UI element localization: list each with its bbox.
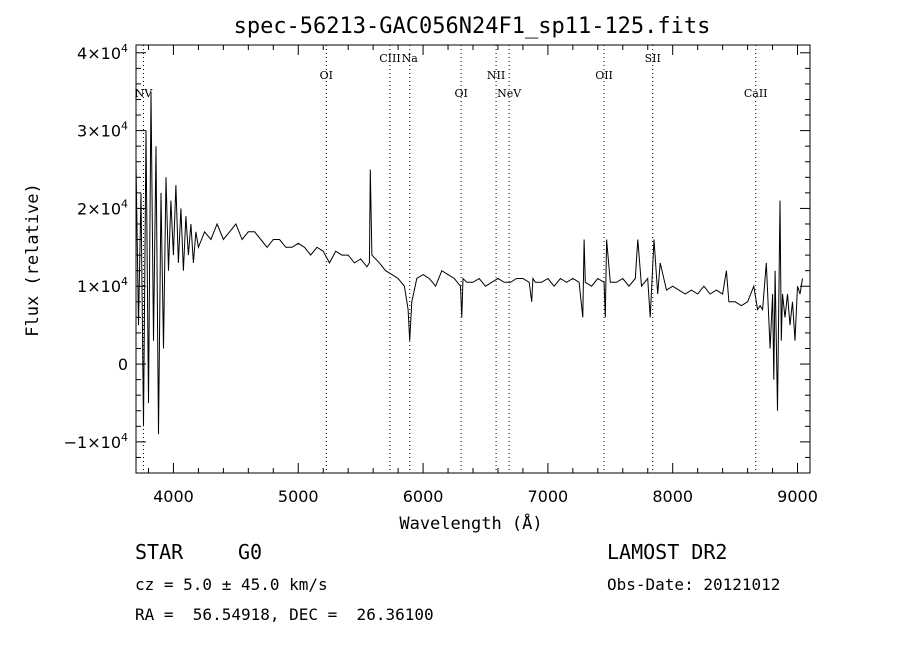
line-label-5: NII — [487, 69, 505, 82]
x-tick-label: 6000 — [403, 487, 444, 506]
y-tick-exponent: 4 — [121, 275, 128, 288]
plot-frame — [135, 44, 811, 474]
redshift-velocity: cz = 5.0 ± 45.0 km/s — [135, 575, 328, 594]
line-label-4: OI — [454, 87, 467, 100]
x-axis-label: Wavelength (Å) — [399, 512, 542, 534]
survey-name: LAMOST DR2 — [607, 540, 728, 564]
object-subclass: G0 — [238, 540, 263, 564]
y-tick-mantissa: 4×10 — [77, 44, 121, 63]
x-tick-label: 7000 — [528, 487, 569, 506]
line-label-2: CIII — [379, 52, 400, 65]
line-label-6: NeV — [497, 87, 522, 100]
y-tick-exponent: 4 — [121, 431, 128, 444]
x-tick-label: 8000 — [652, 487, 693, 506]
flux-series-line — [135, 91, 803, 435]
object-class: STAR — [135, 540, 184, 564]
y-axis-label: Flux (relative) — [23, 183, 43, 337]
y-tick-label: −1×104 — [64, 431, 128, 452]
y-tick-exponent: 4 — [121, 42, 128, 55]
y-tick-mantissa: 3×10 — [77, 122, 121, 141]
line-label-7: OII — [595, 69, 613, 82]
y-tick-exponent: 4 — [121, 197, 128, 210]
x-axis: 4000 5000 6000 7000 8000 9000 — [147, 45, 818, 506]
line-label-8: SII — [645, 52, 661, 65]
x-tick-label: 4000 — [153, 487, 194, 506]
y-tick-mantissa: −1×10 — [64, 433, 121, 452]
y-tick-mantissa: 1×10 — [77, 277, 121, 296]
y-tick-label: 0 — [118, 355, 128, 374]
y-tick-exponent: 4 — [121, 120, 128, 133]
y-tick-label: 2×104 — [77, 197, 128, 218]
line-label-3: Na — [402, 52, 419, 65]
observation-date: Obs-Date: 20121012 — [607, 575, 781, 594]
ra-dec-coordinates: RA = 56.54918, DEC = 26.36100 — [135, 605, 434, 624]
x-tick-label: 9000 — [777, 487, 818, 506]
line-label-9: CaII — [744, 87, 768, 100]
y-tick-label: 1×104 — [77, 275, 128, 296]
y-tick-mantissa: 0 — [118, 355, 128, 374]
y-tick-mantissa: 2×10 — [77, 199, 121, 218]
emission-line-markers: NV OI CIII Na OI NII NeV OII SII CaII — [135, 45, 768, 473]
line-label-1: OI — [320, 69, 333, 82]
line-label-0: NV — [135, 87, 154, 100]
x-tick-label: 5000 — [278, 487, 319, 506]
chart-title: spec-56213-GAC056N24F1_sp11-125.fits — [234, 14, 711, 39]
y-tick-label: 4×104 — [77, 42, 128, 63]
y-tick-label: 3×104 — [77, 120, 128, 141]
